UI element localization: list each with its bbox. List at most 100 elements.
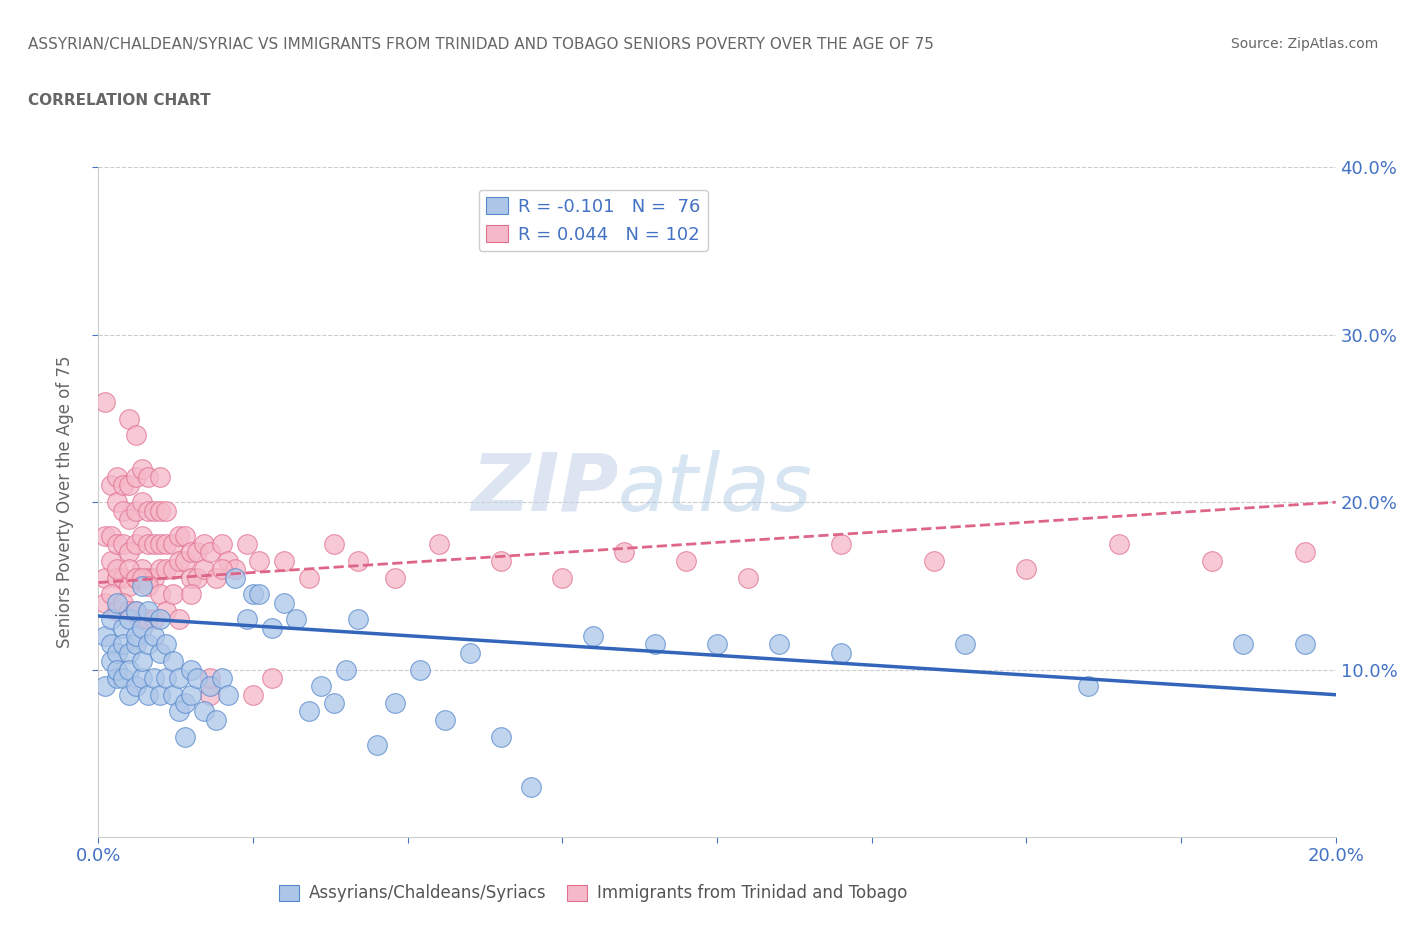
Point	[105, 645, 128, 660]
Point	[136, 604, 159, 618]
Point	[236, 537, 259, 551]
Point	[155, 671, 177, 685]
Point	[193, 704, 215, 719]
Point	[298, 704, 321, 719]
Point	[489, 729, 512, 744]
Point	[143, 503, 166, 518]
Text: atlas: atlas	[619, 450, 813, 528]
Point	[167, 528, 190, 543]
Point	[162, 654, 184, 669]
Point	[105, 470, 128, 485]
Point	[100, 553, 122, 568]
Point	[149, 562, 172, 577]
Point	[162, 562, 184, 577]
Point	[124, 570, 146, 585]
Point	[131, 461, 153, 476]
Point	[124, 637, 146, 652]
Point	[347, 612, 370, 627]
Point	[149, 537, 172, 551]
Point	[143, 570, 166, 585]
Point	[124, 428, 146, 443]
Point	[118, 612, 141, 627]
Text: ZIP: ZIP	[471, 450, 619, 528]
Point	[198, 545, 221, 560]
Point	[118, 562, 141, 577]
Point	[198, 671, 221, 685]
Point	[366, 737, 388, 752]
Point	[922, 553, 945, 568]
Point	[118, 645, 141, 660]
Point	[124, 537, 146, 551]
Text: ASSYRIAN/CHALDEAN/SYRIAC VS IMMIGRANTS FROM TRINIDAD AND TOBAGO SENIORS POVERTY : ASSYRIAN/CHALDEAN/SYRIAC VS IMMIGRANTS F…	[28, 37, 934, 52]
Point	[174, 553, 197, 568]
Point	[131, 495, 153, 510]
Point	[131, 570, 153, 585]
Point	[309, 679, 332, 694]
Point	[737, 570, 759, 585]
Point	[162, 587, 184, 602]
Point	[124, 679, 146, 694]
Point	[211, 671, 233, 685]
Point	[953, 637, 976, 652]
Point	[186, 671, 208, 685]
Point	[211, 562, 233, 577]
Point	[124, 604, 146, 618]
Point	[675, 553, 697, 568]
Point	[384, 696, 406, 711]
Point	[93, 595, 115, 610]
Point	[167, 671, 190, 685]
Point	[105, 570, 128, 585]
Point	[335, 662, 357, 677]
Point	[149, 645, 172, 660]
Point	[136, 503, 159, 518]
Point	[247, 553, 270, 568]
Point	[100, 587, 122, 602]
Point	[93, 629, 115, 644]
Text: CORRELATION CHART: CORRELATION CHART	[28, 93, 211, 108]
Point	[180, 662, 202, 677]
Point	[322, 696, 344, 711]
Point	[131, 528, 153, 543]
Point	[1232, 637, 1254, 652]
Point	[105, 595, 128, 610]
Point	[205, 712, 228, 727]
Point	[247, 587, 270, 602]
Point	[155, 537, 177, 551]
Point	[644, 637, 666, 652]
Point	[131, 671, 153, 685]
Point	[149, 687, 172, 702]
Point	[93, 528, 115, 543]
Point	[155, 604, 177, 618]
Point	[298, 570, 321, 585]
Point	[112, 537, 135, 551]
Point	[143, 671, 166, 685]
Point	[217, 553, 239, 568]
Point	[112, 671, 135, 685]
Point	[131, 620, 153, 635]
Point	[1108, 537, 1130, 551]
Point	[1294, 545, 1316, 560]
Point	[118, 604, 141, 618]
Point	[105, 562, 128, 577]
Point	[174, 696, 197, 711]
Point	[136, 612, 159, 627]
Point	[136, 687, 159, 702]
Point	[136, 637, 159, 652]
Point	[198, 679, 221, 694]
Point	[93, 394, 115, 409]
Point	[118, 687, 141, 702]
Point	[149, 587, 172, 602]
Point	[193, 537, 215, 551]
Point	[155, 562, 177, 577]
Point	[186, 570, 208, 585]
Point	[136, 537, 159, 551]
Point	[186, 545, 208, 560]
Point	[124, 604, 146, 618]
Point	[706, 637, 728, 652]
Point	[205, 570, 228, 585]
Point	[384, 570, 406, 585]
Y-axis label: Seniors Poverty Over the Age of 75: Seniors Poverty Over the Age of 75	[56, 356, 75, 648]
Point	[131, 654, 153, 669]
Point	[149, 470, 172, 485]
Point	[155, 637, 177, 652]
